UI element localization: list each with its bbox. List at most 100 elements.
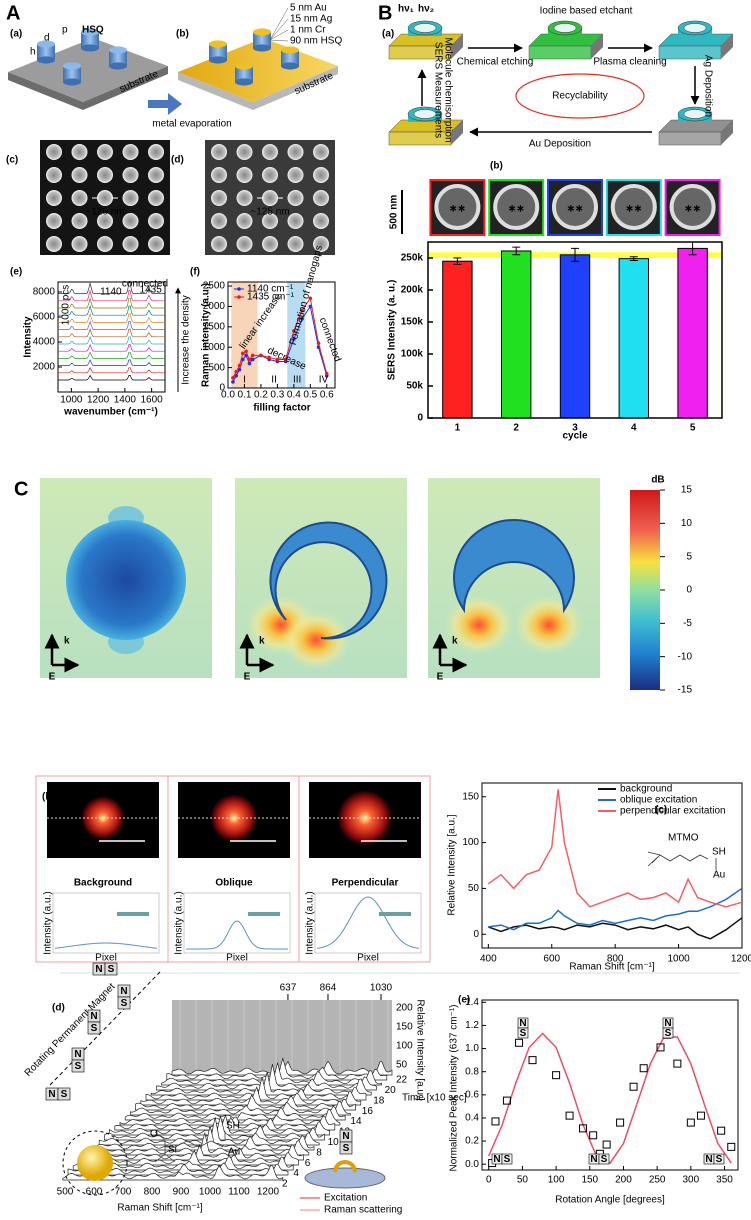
x-tick-label: 300 <box>682 1175 699 1186</box>
point <box>308 296 313 301</box>
point <box>292 329 296 333</box>
label: 6 <box>305 1158 311 1169</box>
point <box>589 1131 598 1140</box>
y-tick-label: 0.6 <box>465 1089 479 1100</box>
label: E <box>49 672 56 683</box>
label: N <box>493 1154 500 1165</box>
spectrum <box>58 289 165 302</box>
label: 14 <box>350 1116 362 1127</box>
label: 8 <box>316 1147 322 1158</box>
label: S <box>108 964 115 975</box>
point <box>241 357 245 362</box>
nanocup <box>333 1160 357 1173</box>
sem-mark: ∗∗ <box>684 204 701 215</box>
label: wavenumber (cm⁻¹) <box>63 407 158 418</box>
nanodisk <box>287 144 304 160</box>
point <box>250 353 255 358</box>
label: 1 µm <box>373 845 395 856</box>
label: hν₁ <box>398 4 414 15</box>
label: SERS Measurements <box>432 42 443 138</box>
label: Excitation <box>324 1193 367 1204</box>
y-tick-label: 250k <box>401 253 424 264</box>
point <box>727 1142 736 1151</box>
point <box>717 1126 726 1135</box>
panel-label: B <box>378 2 392 24</box>
label: (e) <box>458 995 470 1006</box>
label: cycle <box>562 431 587 442</box>
label: S <box>343 1143 350 1154</box>
label: 500 nm <box>389 195 400 230</box>
plot-frame <box>481 782 743 949</box>
hot-spot <box>444 595 514 655</box>
point <box>502 1096 511 1105</box>
label: perpendicular excitation <box>620 806 726 817</box>
label: 1 nm Cr <box>290 25 326 36</box>
point <box>234 369 239 374</box>
point <box>515 1038 524 1047</box>
label: ~125 nm <box>250 207 289 218</box>
pillar <box>63 66 81 82</box>
label: Pixel <box>357 953 379 964</box>
label: E <box>437 672 444 683</box>
x-tick-label: 1200 <box>87 395 110 406</box>
y-tick-label: 1.2 <box>465 1020 479 1031</box>
label: E <box>244 672 251 683</box>
label: oblique excitation <box>620 795 697 806</box>
label: background <box>620 784 672 795</box>
series-line <box>232 305 328 383</box>
x-tick-label: 1600 <box>141 395 164 406</box>
label: 1140 <box>100 287 122 298</box>
y-tick-label: 0.8 <box>465 1066 479 1077</box>
label: I <box>243 375 246 386</box>
label: 16 <box>362 1106 374 1117</box>
nanodisk <box>313 236 329 252</box>
label: ~120 nm <box>85 207 124 218</box>
point <box>629 1082 638 1091</box>
nanodisk <box>148 213 164 229</box>
legend-swatch <box>237 287 241 291</box>
label: N <box>705 1154 712 1165</box>
label: 500 <box>57 1187 74 1198</box>
pillar <box>81 32 99 48</box>
point <box>673 1059 682 1068</box>
nanodisk <box>313 144 329 160</box>
nanodisk <box>236 190 253 206</box>
label: 637 <box>280 983 297 994</box>
error-bar <box>453 257 462 265</box>
x-tick-label: 250 <box>649 1175 666 1186</box>
molecule <box>647 851 709 867</box>
nanodisk <box>122 167 139 183</box>
label: 5 nm Au <box>290 3 327 14</box>
nanodisk <box>97 213 113 229</box>
label: Time [x10 sec] <box>402 1093 467 1104</box>
label: metal evaporation <box>152 119 232 130</box>
panel-label: A <box>6 2 20 24</box>
fit-line <box>488 1032 732 1165</box>
pillar <box>281 50 299 66</box>
label: 90 nm HSQ <box>290 36 342 47</box>
pillar <box>109 50 127 66</box>
nanodisk <box>148 236 164 252</box>
label: Au <box>713 870 725 881</box>
x-tick-label: 1000 <box>667 954 690 965</box>
bar <box>618 258 649 419</box>
label: 900 <box>173 1187 190 1198</box>
point <box>528 1056 537 1065</box>
mini-plot <box>183 892 291 954</box>
spectrum <box>58 320 165 330</box>
label: (f) <box>190 267 200 278</box>
label: (a) <box>10 29 22 40</box>
colorbar-label: 15 <box>681 485 693 496</box>
spectrum <box>78 1149 299 1166</box>
point <box>656 1043 665 1052</box>
x-tick-label: 0.0 <box>221 390 235 401</box>
spectrum <box>130 1101 351 1116</box>
molecule <box>154 1131 226 1163</box>
magnet <box>87 1021 101 1035</box>
point <box>292 337 296 341</box>
label: N <box>74 1049 81 1060</box>
x-tick-label: 0.2 <box>254 390 268 401</box>
crescent <box>269 521 388 640</box>
label: filling factor <box>253 403 310 414</box>
